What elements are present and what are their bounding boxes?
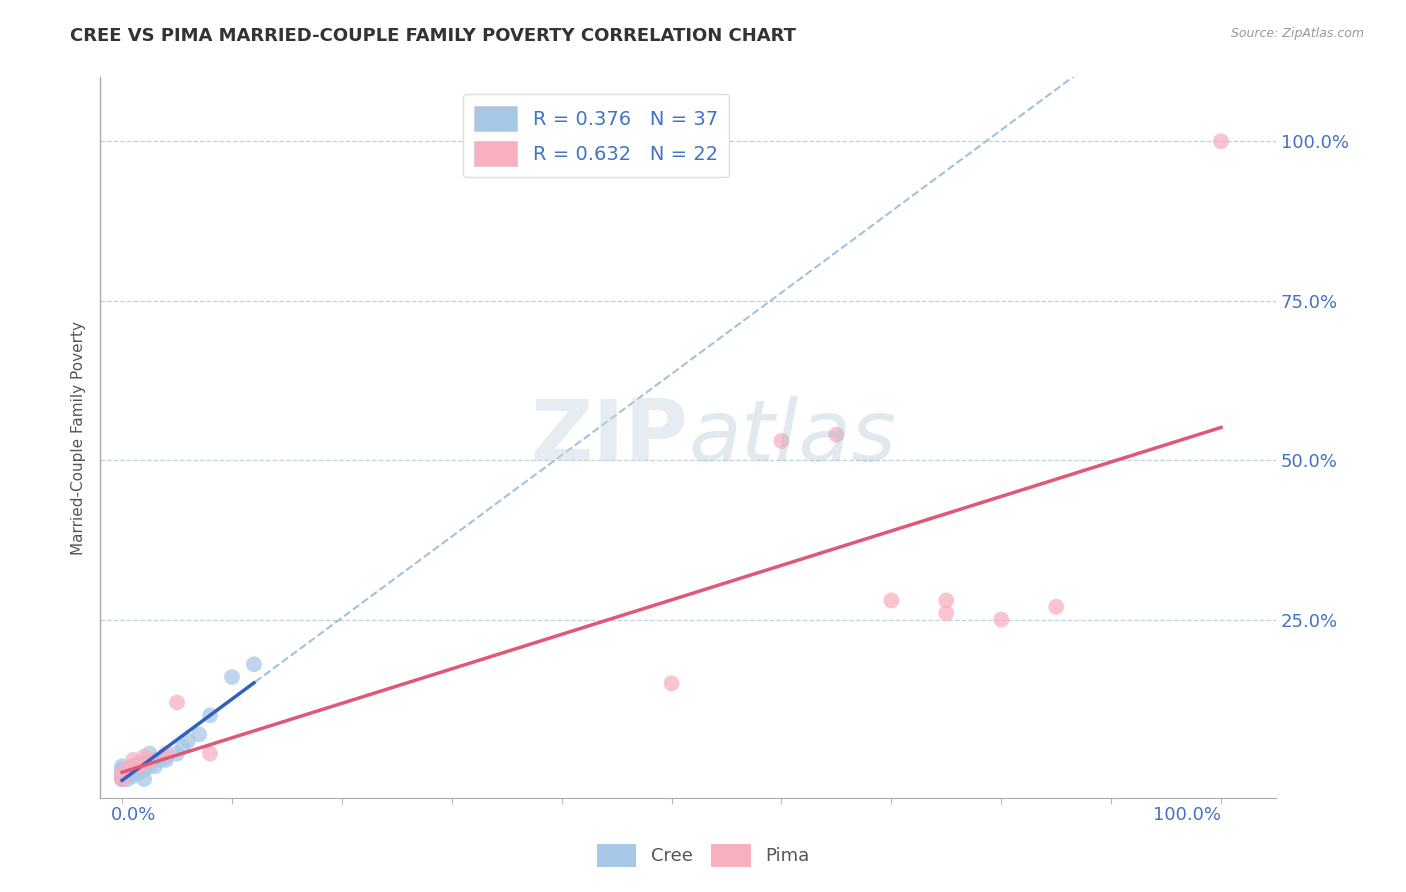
Point <box>122 759 145 773</box>
Point <box>111 769 134 783</box>
Point <box>117 763 139 777</box>
Point <box>111 765 134 780</box>
Point <box>111 759 134 773</box>
Point <box>221 670 243 684</box>
Point <box>111 769 134 783</box>
Point <box>935 593 957 607</box>
Point <box>880 593 903 607</box>
Point <box>132 772 155 786</box>
Point <box>122 763 145 777</box>
Point <box>122 765 145 780</box>
Legend: Cree, Pima: Cree, Pima <box>589 837 817 874</box>
Point <box>122 769 145 783</box>
Point <box>128 765 150 780</box>
Point <box>117 772 139 786</box>
Point <box>111 772 134 786</box>
Point <box>198 708 221 723</box>
Point <box>111 765 134 780</box>
Point <box>177 733 200 747</box>
Point <box>111 772 134 786</box>
Point <box>122 753 145 767</box>
Point <box>155 753 177 767</box>
Point <box>143 759 166 773</box>
Point <box>132 749 155 764</box>
Point <box>111 772 134 786</box>
Point <box>131 759 153 773</box>
Point <box>132 756 155 770</box>
Point <box>128 756 150 770</box>
Text: ZIP: ZIP <box>530 396 688 479</box>
Point <box>198 747 221 761</box>
Point <box>132 756 155 770</box>
Point <box>990 613 1012 627</box>
Point <box>143 753 166 767</box>
Point <box>188 727 211 741</box>
Point <box>825 427 848 442</box>
Point <box>155 749 177 764</box>
Point <box>166 696 188 710</box>
Text: Source: ZipAtlas.com: Source: ZipAtlas.com <box>1230 27 1364 40</box>
Point <box>1045 599 1067 614</box>
Point <box>124 759 146 773</box>
Point <box>128 759 150 773</box>
Text: atlas: atlas <box>688 396 896 479</box>
Point <box>122 759 145 773</box>
Point <box>243 657 266 672</box>
Y-axis label: Married-Couple Family Poverty: Married-Couple Family Poverty <box>72 321 86 555</box>
Point <box>661 676 683 690</box>
Point <box>111 763 134 777</box>
Legend: R = 0.376   N = 37, R = 0.632   N = 22: R = 0.376 N = 37, R = 0.632 N = 22 <box>463 95 730 178</box>
Point <box>117 763 139 777</box>
Point <box>138 753 160 767</box>
Point <box>155 747 177 761</box>
Point <box>166 747 188 761</box>
Point <box>935 606 957 620</box>
Text: 100.0%: 100.0% <box>1153 805 1220 824</box>
Text: 0.0%: 0.0% <box>111 805 156 824</box>
Point <box>172 740 194 755</box>
Point <box>149 753 172 767</box>
Point <box>1209 134 1232 148</box>
Point <box>138 759 160 773</box>
Point <box>111 769 134 783</box>
Point <box>111 765 134 780</box>
Point <box>770 434 793 448</box>
Point <box>117 769 139 783</box>
Text: CREE VS PIMA MARRIED-COUPLE FAMILY POVERTY CORRELATION CHART: CREE VS PIMA MARRIED-COUPLE FAMILY POVER… <box>70 27 796 45</box>
Point <box>132 763 155 777</box>
Point <box>138 747 160 761</box>
Point <box>111 772 134 786</box>
